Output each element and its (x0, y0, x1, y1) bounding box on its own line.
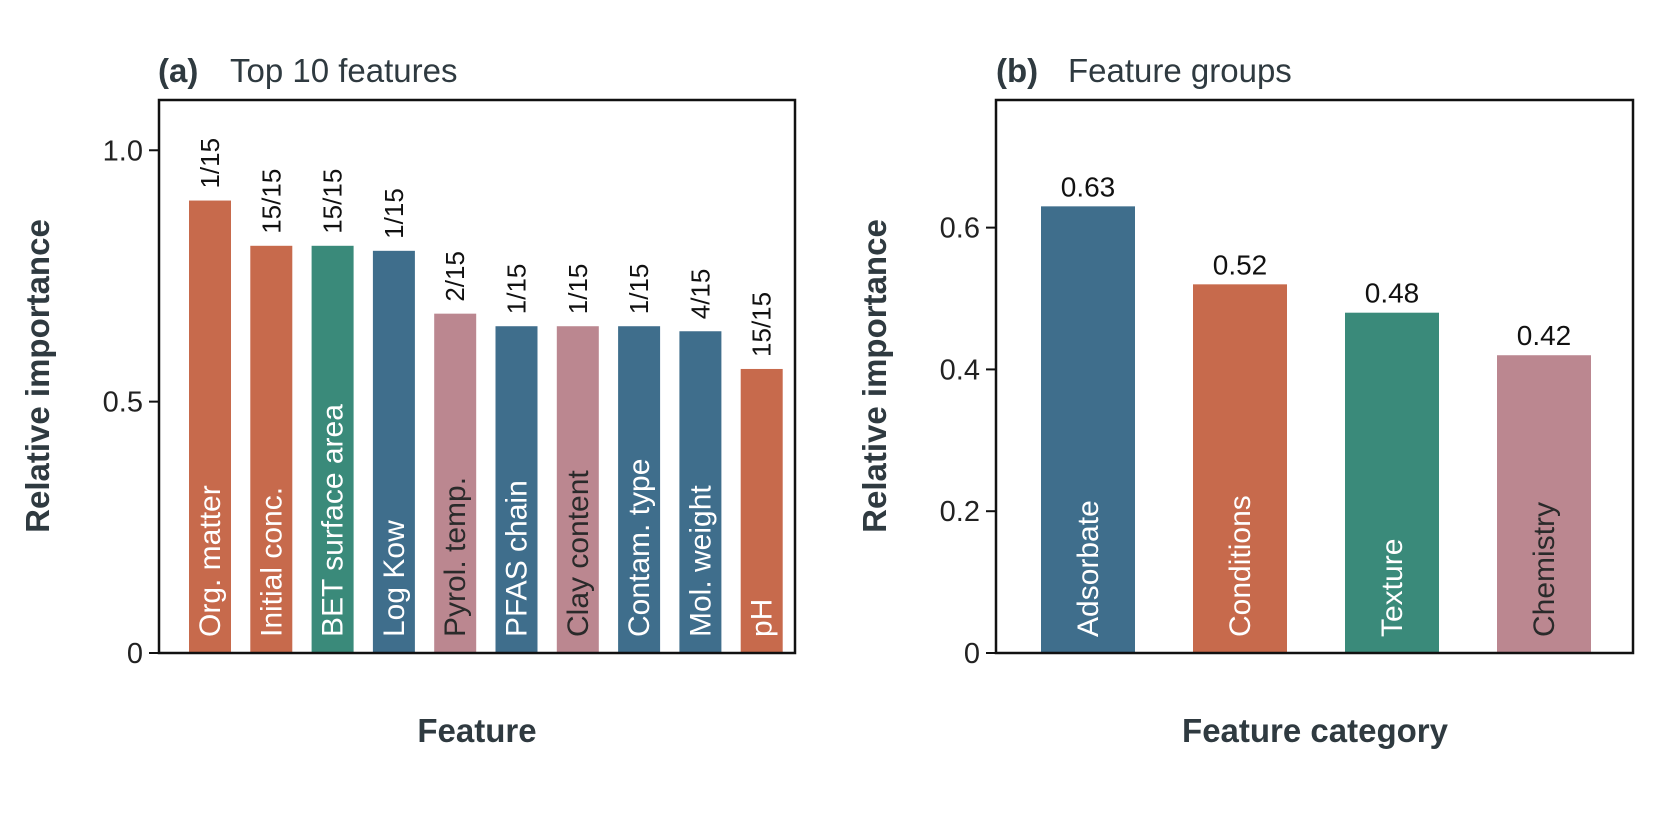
panel-b-letter: (b) (996, 52, 1038, 89)
panel-a-x-axis-title: Feature (417, 712, 536, 749)
panel-b-y-axis-title: Relative importance (856, 219, 893, 533)
panel-a-y-tick-label: 0 (127, 638, 143, 670)
panel-a-bar (495, 326, 538, 653)
panel-b-plot-frame (994, 98, 1635, 655)
panel-a-bar-category-label: Mol. weight (684, 485, 717, 637)
panel-a-bars: Org. matter 1/15 Initial conc. 15/15 BET sur… (189, 138, 783, 654)
panel-b-bar (1193, 284, 1287, 653)
panel-a-bar-category-label: Clay content (562, 470, 595, 637)
panel-b-bar-data-label: 0.63 (1061, 171, 1116, 202)
panel-a-y-tick-label: 0.5 (103, 387, 143, 419)
panel-a-bar (556, 326, 599, 653)
panel-a-bar-data-label: 2/15 (440, 251, 470, 302)
panel-a-bar (250, 245, 293, 654)
panel-a-bar-data-label: 1/15 (379, 188, 409, 239)
panel-a-bar-data-label: 15/15 (747, 292, 777, 357)
panel-b-bar (1497, 355, 1591, 653)
panel-a-bar (679, 331, 722, 653)
panel-a-bar-category-label: PFAS chain (501, 480, 534, 637)
panel-b-chart: (b) Feature groups Relative importance F… (856, 52, 1635, 749)
panel-a-bar (434, 313, 477, 653)
panel-a-bar (189, 200, 231, 653)
panel-a-y-axis: 0 0.5 1.0 (103, 135, 159, 670)
panel-b-bar-category-label: Conditions (1224, 495, 1257, 637)
panel-a-bar-category-label: pH (746, 599, 779, 637)
panel-a-bar (372, 250, 415, 653)
panel-a-bar-category-label: Org. matter (194, 485, 227, 637)
panel-b-bar-data-label: 0.48 (1365, 278, 1420, 309)
panel-a-bar-category-label: Contam. type (623, 459, 656, 637)
panel-a-chart: (a) Top 10 features Relative importance … (19, 52, 797, 749)
panel-b-bar-data-label: 0.52 (1213, 249, 1268, 280)
panel-b-bar-category-label: Adsorbate (1072, 500, 1105, 637)
panel-b-bars: Adsorbate 0.63 Conditions 0.52 Texture 0.48 Ch… (1041, 171, 1591, 653)
panel-b-bar (1345, 312, 1439, 653)
panel-a-y-tick-label: 1.0 (103, 135, 143, 167)
panel-b-y-axis: 0 0.2 0.4 0.6 (940, 213, 996, 670)
panel-b-y-tick-label: 0.2 (940, 496, 980, 528)
panel-a-bar (311, 245, 354, 654)
panel-a-bar-category-label: Pyrol. temp. (439, 477, 472, 637)
panel-a-bar-data-label: 15/15 (256, 169, 286, 234)
panel-a-title: Top 10 features (230, 52, 458, 89)
panel-a-bar-category-label: Initial conc. (255, 487, 288, 637)
panel-a-bar-data-label: 1/15 (624, 264, 654, 315)
panel-b-bar-data-label: 0.42 (1517, 320, 1572, 351)
panel-a-bar-data-label: 1/15 (195, 138, 225, 189)
panel-b-bar-category-label: Texture (1376, 539, 1409, 637)
panel-b-bar (1041, 206, 1135, 653)
panel-b-y-tick-label: 0 (964, 638, 980, 670)
panel-a-bar-data-label: 4/15 (685, 269, 715, 320)
panel-a-bar-data-label: 1/15 (563, 264, 593, 315)
panel-a-y-axis-title: Relative importance (19, 219, 56, 533)
panel-a-bar-category-label: Log Kow (378, 520, 411, 637)
panel-b-bar-category-label: Chemistry (1528, 502, 1561, 637)
panel-a-bar-category-label: BET surface area (317, 404, 350, 637)
panel-a-letter: (a) (158, 52, 198, 89)
panel-a-bar (618, 326, 661, 653)
panel-b-x-axis-title: Feature category (1182, 712, 1449, 749)
panel-a-bar-data-label: 1/15 (502, 264, 532, 315)
panel-a-bar (740, 368, 783, 653)
panel-b-title: Feature groups (1068, 52, 1292, 89)
panel-a-bar-data-label: 15/15 (318, 169, 348, 234)
panel-b-y-tick-label: 0.6 (940, 213, 980, 245)
panel-a-plot-frame (157, 98, 797, 655)
panel-b-y-tick-label: 0.4 (940, 354, 980, 386)
